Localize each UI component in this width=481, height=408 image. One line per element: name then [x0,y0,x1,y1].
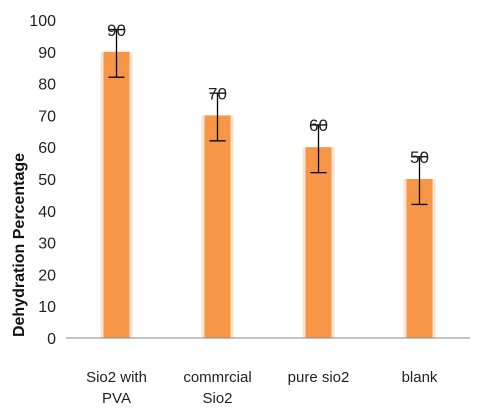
y-tick-label: 0 [47,331,56,348]
x-category-label: pure sio2 [288,369,350,386]
y-tick-label: 90 [38,45,56,62]
y-axis-ticks: 0 10 20 30 40 50 60 70 80 90 100 [29,13,56,348]
data-label: 90 [107,21,126,40]
y-axis-label: Dehydration Percentage [11,153,28,337]
error-bars [108,28,428,206]
y-tick-label: 70 [38,108,56,125]
y-tick-label: 20 [38,267,56,284]
bars [100,51,436,339]
y-tick-label: 50 [38,172,56,189]
y-tick-label: 60 [38,140,56,157]
data-label: 50 [410,148,429,167]
y-tick-label: 100 [29,13,56,30]
error-bar [310,124,327,174]
y-tick-label: 80 [38,77,56,94]
x-category-label: blank [402,369,438,386]
bar [204,115,231,339]
x-category-label: commrcial Sio2 [183,369,251,407]
bar [103,51,130,339]
y-tick-label: 40 [38,204,56,221]
error-bar [108,28,125,78]
x-axis-categories: Sio2 with PVA commrcial Sio2 pure sio2 blank [86,369,438,407]
x-category-label: Sio2 with PVA [86,369,147,407]
bar [305,147,332,338]
bar [406,179,433,338]
data-label: 70 [208,84,227,103]
data-labels: 90 70 60 50 [107,21,429,167]
error-bar [411,156,428,206]
data-label: 60 [309,116,328,135]
y-tick-label: 10 [38,299,56,316]
error-bar [209,92,226,142]
y-tick-label: 30 [38,236,56,253]
